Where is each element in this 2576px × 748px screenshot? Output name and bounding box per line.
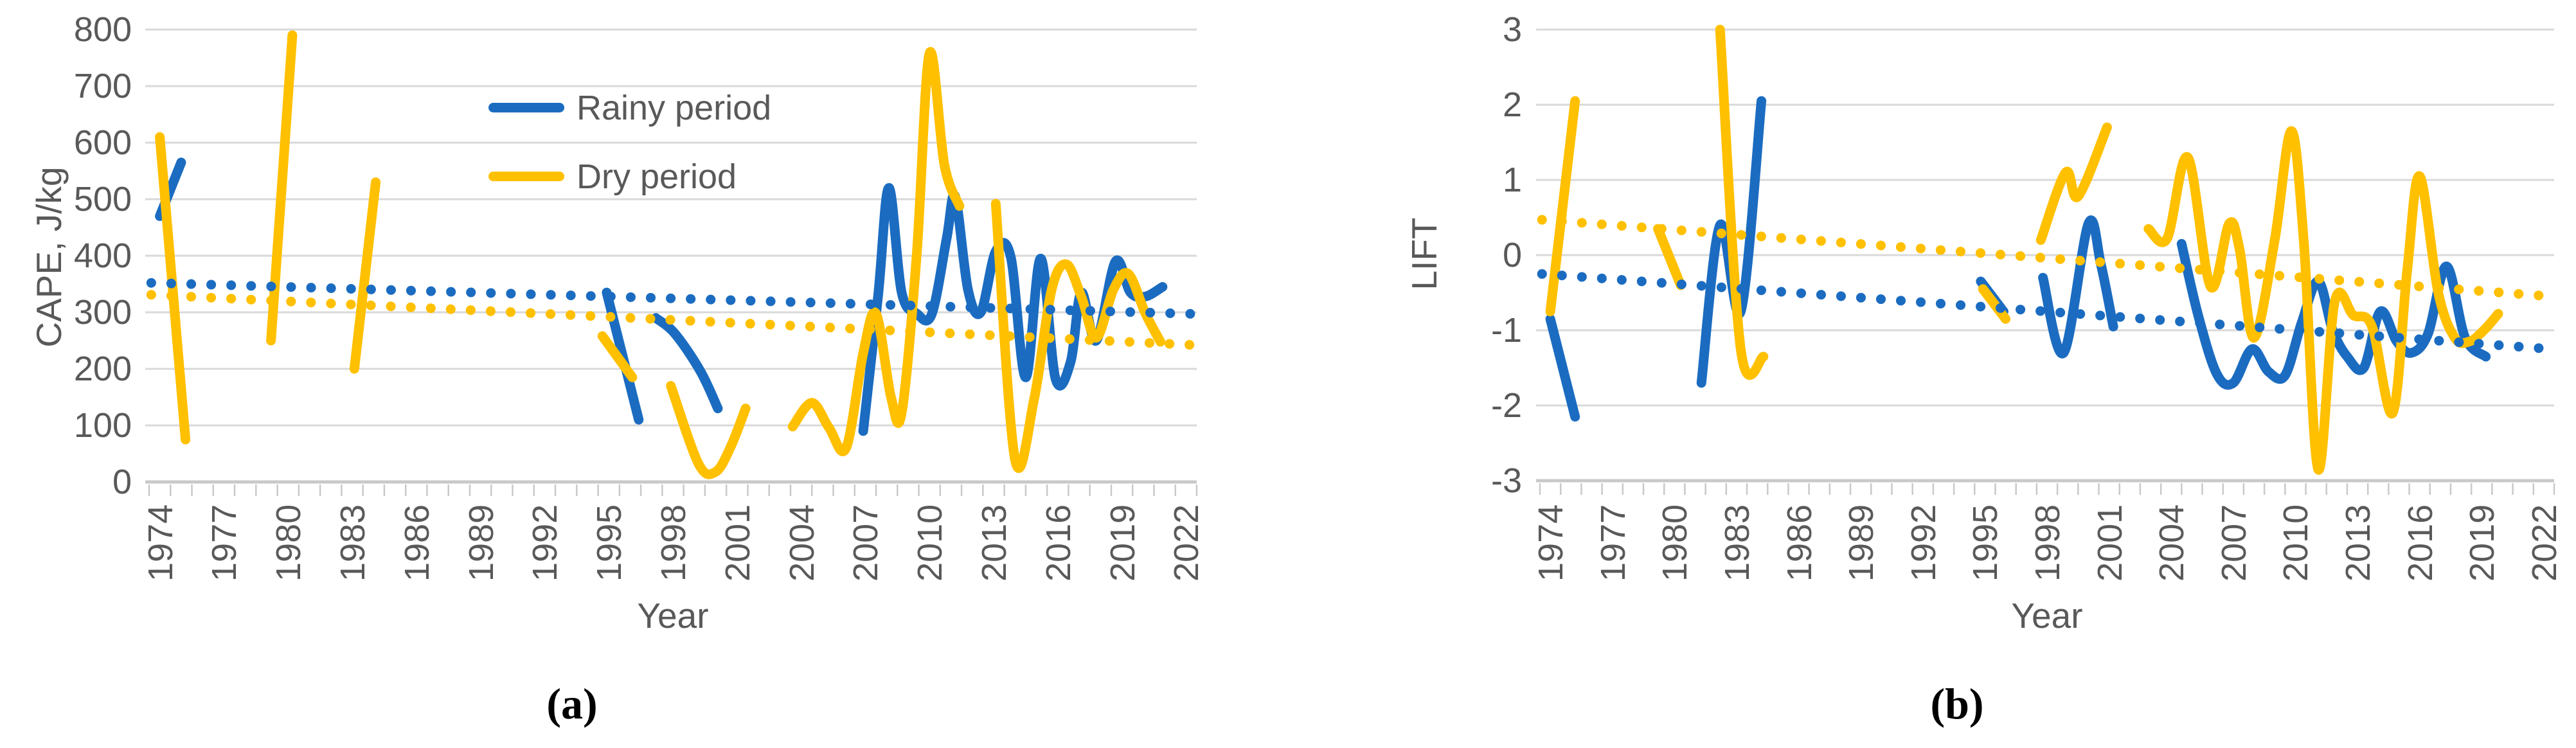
series-dry-solid-chart-b bbox=[1978, 284, 2011, 324]
series-dry-solid-chart-b bbox=[2143, 126, 2503, 475]
series-dry-solid-chart-b bbox=[1715, 24, 1769, 380]
x-tick-label: 1980 bbox=[269, 504, 309, 582]
series-rainy-solid-chart-a bbox=[650, 313, 723, 414]
series-rainy-dotted-chart-b bbox=[1537, 269, 2557, 354]
x-tick-label: 1980 bbox=[1656, 504, 1695, 582]
y-tick-label: 2 bbox=[1502, 85, 1522, 124]
x-tick-label: 2007 bbox=[2214, 504, 2253, 582]
x-tick-label: 2019 bbox=[2463, 504, 2502, 582]
series-dry-solid-chart-a bbox=[597, 331, 638, 382]
x-tick-label: 2001 bbox=[718, 504, 757, 582]
x-axis-title-year-b: Year bbox=[2011, 596, 2083, 636]
legend-label-dry: Dry period bbox=[577, 157, 737, 196]
series-dry-solid-chart-b bbox=[1545, 96, 1580, 317]
x-tick-label: 1989 bbox=[1842, 504, 1881, 582]
series-dry-solid-chart-a bbox=[787, 47, 965, 456]
x-tick-label: 1998 bbox=[2028, 504, 2067, 582]
series-rainy-solid-chart-b bbox=[2038, 215, 2118, 359]
x-tick-label: 1983 bbox=[1717, 504, 1757, 582]
y-tick-label: 3 bbox=[1502, 10, 1522, 49]
series-dry-solid-chart-b bbox=[2035, 122, 2112, 245]
y-tick-label: 300 bbox=[73, 293, 132, 332]
series-dry-solid-chart-a bbox=[266, 30, 298, 346]
series-dry-solid-chart-a bbox=[349, 177, 381, 374]
x-tick-label: 2010 bbox=[2276, 504, 2316, 582]
y-tick-label: 400 bbox=[73, 236, 132, 275]
x-tick-label: 1977 bbox=[205, 504, 244, 582]
x-tick-label: 2022 bbox=[1167, 504, 1206, 582]
x-tick-label: 1998 bbox=[654, 504, 693, 582]
x-tick-label: 2010 bbox=[911, 504, 950, 582]
y-tick-label: 0 bbox=[112, 463, 132, 501]
y-tick-label: 700 bbox=[73, 67, 132, 105]
y-tick-label: 200 bbox=[73, 350, 132, 388]
series-dry-solid-chart-a bbox=[666, 380, 751, 479]
series-dry-solid-chart-a bbox=[990, 199, 1165, 474]
caption-b: (b) bbox=[1930, 679, 1984, 728]
x-axis-title-year-a: Year bbox=[637, 596, 709, 636]
x-tick-label: 1974 bbox=[141, 504, 180, 582]
x-tick-label: 1986 bbox=[397, 504, 436, 582]
caption-a: (a) bbox=[546, 679, 598, 728]
x-tick-label: 2013 bbox=[2339, 504, 2378, 582]
y-tick-label: 0 bbox=[1502, 236, 1522, 274]
x-tick-label: 2013 bbox=[974, 504, 1014, 582]
x-tick-label: 1995 bbox=[590, 504, 629, 582]
x-tick-label: 2004 bbox=[782, 504, 821, 582]
x-tick-label: 2022 bbox=[2525, 504, 2564, 582]
series-dry-solid-chart-a bbox=[155, 132, 191, 445]
x-tick-label: 1983 bbox=[334, 504, 373, 582]
legend-rainy-line-swatch bbox=[488, 103, 564, 112]
y-tick-label: 600 bbox=[73, 123, 132, 162]
y-tick-label: 100 bbox=[73, 406, 132, 445]
x-tick-label: 2001 bbox=[2090, 504, 2129, 582]
legend-label-rainy: Rainy period bbox=[577, 89, 772, 127]
x-tick-label: 1986 bbox=[1780, 504, 1819, 582]
series-rainy-solid-chart-b bbox=[1545, 314, 1580, 422]
x-tick-label: 1977 bbox=[1593, 504, 1632, 582]
x-tick-label: 2007 bbox=[846, 504, 886, 582]
x-tick-label: 2004 bbox=[2152, 504, 2192, 582]
series-rainy-dotted-chart-a bbox=[146, 278, 1200, 319]
x-tick-label: 2016 bbox=[1039, 504, 1078, 582]
x-tick-label: 1992 bbox=[526, 504, 565, 582]
y-tick-label: 500 bbox=[73, 180, 132, 218]
x-tick-label: 1989 bbox=[461, 504, 501, 582]
x-tick-label: 1974 bbox=[1532, 504, 1571, 582]
y-tick-label: -1 bbox=[1490, 311, 1522, 350]
x-tick-label: 1995 bbox=[1966, 504, 2005, 582]
series-dry-dotted-chart-a bbox=[146, 290, 1200, 350]
x-tick-label: 1992 bbox=[1904, 504, 1943, 582]
y-tick-label: 1 bbox=[1502, 161, 1522, 199]
series-dry-dotted-chart-b bbox=[1537, 215, 2557, 301]
y-tick-label: -3 bbox=[1490, 461, 1522, 500]
y-tick-label: 800 bbox=[73, 10, 132, 49]
y-tick-label: -2 bbox=[1490, 386, 1522, 425]
series-dry-solid-chart-b bbox=[1653, 224, 1686, 290]
legend-dry-line-swatch bbox=[488, 172, 564, 181]
x-tick-label: 2016 bbox=[2401, 504, 2440, 582]
x-tick-label: 2019 bbox=[1103, 504, 1142, 582]
